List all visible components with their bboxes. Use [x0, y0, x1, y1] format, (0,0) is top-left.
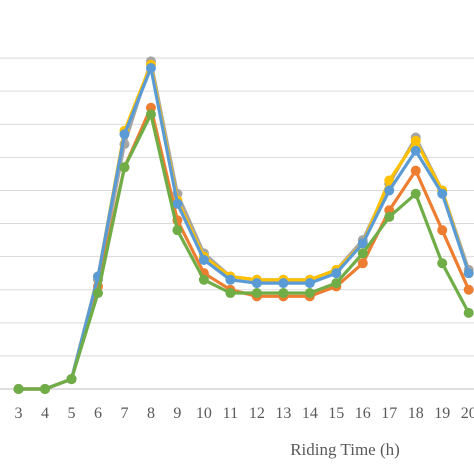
data-point: [357, 258, 368, 269]
data-point: [304, 278, 315, 289]
x-tick-label: 5: [67, 405, 75, 422]
data-point: [384, 185, 395, 196]
x-tick-label: 13: [275, 405, 291, 422]
data-point: [251, 278, 262, 289]
data-point: [66, 374, 77, 385]
data-point: [410, 135, 421, 146]
data-point: [198, 274, 209, 285]
series-line: [16, 66, 471, 391]
data-point: [437, 225, 448, 236]
data-point: [251, 288, 262, 299]
data-point: [145, 63, 156, 74]
data-point: [357, 238, 368, 249]
data-point: [198, 254, 209, 265]
x-tick-label: 12: [249, 405, 265, 422]
x-tick-label: 9: [173, 405, 181, 422]
data-point: [119, 162, 130, 173]
data-point: [463, 307, 474, 318]
x-tick-label: 18: [408, 405, 424, 422]
data-point: [437, 188, 448, 199]
data-point: [304, 288, 315, 299]
x-tick-label: 15: [328, 405, 344, 422]
x-tick-label: 20: [461, 405, 474, 422]
data-point: [437, 258, 448, 269]
x-tick-label: 3: [15, 405, 23, 422]
data-point: [331, 278, 342, 289]
data-point: [410, 165, 421, 176]
x-tick-label: 7: [120, 405, 128, 422]
data-point: [172, 198, 183, 209]
grid: [0, 57, 474, 390]
data-point: [384, 211, 395, 222]
data-point: [40, 384, 51, 394]
data-point: [278, 278, 289, 289]
x-tick-label: 6: [94, 405, 102, 422]
data-point: [225, 274, 236, 285]
series-3: [13, 102, 474, 394]
data-point: [410, 145, 421, 156]
data-point: [119, 129, 130, 140]
data-point: [92, 288, 103, 299]
series-5: [13, 109, 474, 394]
series-line: [16, 106, 471, 391]
x-tick-label: 4: [41, 405, 49, 422]
x-tick-label: 19: [434, 405, 450, 422]
x-tick-label: 16: [355, 405, 371, 422]
series-line: [16, 112, 471, 391]
data-point: [384, 175, 395, 186]
x-tick-label: 8: [147, 405, 155, 422]
series-line: [16, 59, 471, 391]
series-group: [13, 56, 474, 394]
data-point: [331, 268, 342, 279]
data-point: [463, 284, 474, 295]
data-point: [172, 225, 183, 236]
x-axis-ticks: 3 4 5 6 7 8 9 10 11 12 13 14 15 16 17 18 19 20: [15, 405, 474, 422]
data-point: [145, 109, 156, 120]
x-tick-label: 10: [196, 405, 212, 422]
x-tick-label: 14: [302, 405, 318, 422]
data-point: [225, 288, 236, 299]
x-tick-label: 11: [223, 405, 238, 422]
x-tick-label: 17: [381, 405, 397, 422]
data-point: [463, 268, 474, 279]
data-point: [13, 384, 24, 394]
x-axis-title: Riding Time (h): [290, 440, 400, 459]
data-point: [278, 288, 289, 299]
data-point: [357, 248, 368, 259]
data-point: [410, 188, 421, 199]
series-line: [16, 63, 471, 391]
